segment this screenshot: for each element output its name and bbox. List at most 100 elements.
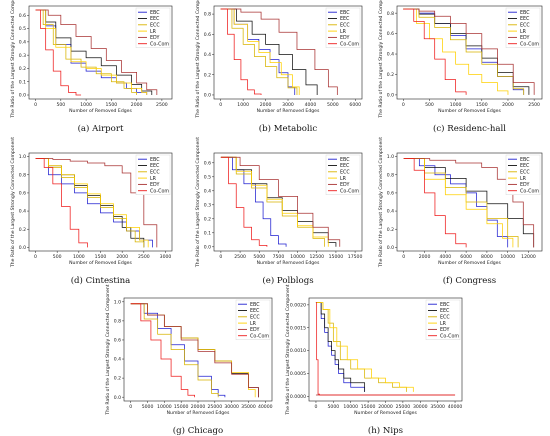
legend-label: EDY [340,182,349,188]
x-tick-label: 30000 [224,404,239,410]
x-tick-label: 35000 [430,404,445,410]
y-tick-label: 0.0 [387,93,394,99]
x-tick-label: 10000 [343,404,358,410]
legend-label: LR [440,321,447,327]
x-axis-label: Number of Removed Edges [69,260,132,266]
figure-caption: (c) Residenc-hall [433,123,506,134]
figure-caption: (a) Airport [78,123,124,134]
series-line-eec [220,8,318,95]
y-tick-label: 0.0020 [290,302,306,308]
x-tick-label: 2000 [260,102,272,108]
x-tick-label: 3000 [160,254,172,260]
y-tick-label: 0.6 [114,338,121,344]
y-tick-label: 0.2 [114,376,121,382]
series-line-edy [130,303,259,398]
x-axis-label: Number of Removed Edges [257,260,320,266]
legend-label: EBC [520,157,530,163]
x-tick-label: 2000 [116,254,128,260]
x-tick-label: 2500 [234,254,246,260]
y-tick-label: 0.1 [204,230,211,236]
series-line-co-com [403,8,467,95]
y-tick-label: 0.6 [204,160,211,166]
y-tick-label: 0.2 [204,72,211,78]
legend-label: Co-Com [340,188,359,194]
series-line-edy [220,156,341,247]
series-line-co-com [130,303,196,398]
figure-caption: (g) Chicago [173,425,223,436]
x-tick-label: 10000 [290,254,305,260]
x-tick-label: 30000 [413,404,428,410]
chart-residence: 0 500 1000 1500 2000 2500 0.0 0.2 0.4 0.6 0.8 Numbe… [378,0,543,134]
x-tick-label: 500 [425,102,434,108]
series-line-eec [35,9,153,96]
x-tick-label: 6000 [460,254,472,260]
legend-label: EDY [150,35,159,41]
y-tick-label: 0.0 [387,245,394,251]
series-line-eec [315,302,366,392]
legend-label: EDY [440,327,449,333]
x-tick-label: 1000 [450,102,462,108]
legend-label: ECC [520,23,530,29]
legend-label: Co-Com [440,333,459,339]
legend-label: EBC [520,10,530,16]
y-tick-label: 0.6 [19,13,26,19]
x-tick-label: 20000 [191,404,206,410]
y-tick-label: 0.5 [204,174,211,180]
series-line-edy [35,9,158,96]
y-tick-label: 0.4 [204,188,211,194]
x-axis-label: Number of Removed Edges [257,108,320,114]
x-tick-label: 25000 [208,404,223,410]
series-line-eec [403,158,535,248]
y-tick-label: 0.6 [19,191,26,197]
legend-label: EEC [150,163,160,169]
x-tick-label: 6000 [349,102,361,108]
y-tick-label: 0.4 [387,52,394,58]
y-axis-label: The Ratio of the Largest Strongly Connec… [10,137,16,268]
y-tick-label: 0.0010 [290,348,306,354]
legend-label: LR [340,176,347,182]
legend-label: EEC [340,163,350,169]
series-line-ecc [130,303,219,398]
y-axis-label: The Ratio of the Largest Strongly Connec… [105,284,111,415]
x-tick-label: 5000 [142,404,154,410]
legend-box [135,154,171,195]
x-tick-label: 10000 [157,404,172,410]
x-tick-label: 40000 [448,404,463,410]
legend-label: EEC [340,16,350,22]
legend-label: ECC [520,170,530,176]
x-tick-label: 0 [402,102,405,108]
legend-label: ECC [150,170,160,176]
x-tick-label: 15000 [329,254,344,260]
legend-label: EEC [250,308,260,314]
x-tick-label: 500 [56,102,65,108]
series-line-co-com [220,8,262,95]
x-tick-label: 1000 [80,102,92,108]
chart-metabolic: 0 1000 2000 3000 4000 5000 6000 0.0 0.2 0.4 0.6 0.8… [195,0,363,134]
y-tick-label: 0.8 [387,172,394,178]
y-tick-label: 0.0 [19,93,26,99]
legend-box [325,7,361,48]
legend-label: EBC [150,10,160,16]
x-tick-label: 0 [219,254,222,260]
x-tick-label: 2500 [138,254,150,260]
x-tick-label: 1000 [73,254,85,260]
series-line-co-com [220,156,268,247]
series-line-lr [220,156,329,247]
x-tick-label: 15000 [361,404,376,410]
chart-nips: 0 5000 10000 15000 20000 25000 30000 35000 40000… [285,284,463,436]
x-tick-label: 4000 [439,254,451,260]
series-line-lr [35,9,148,96]
legend-label: EBC [440,302,450,308]
x-tick-label: 3000 [282,102,294,108]
series-line-edy [403,8,535,95]
x-tick-label: 0 [34,254,37,260]
legend-label: EEC [150,16,160,22]
x-tick-label: 1500 [95,254,107,260]
legend-box [135,7,171,48]
y-tick-label: 1.0 [19,154,26,160]
series-line-lr [315,302,414,392]
figure-caption: (b) Metabolic [259,123,318,134]
legend-label: ECC [440,315,450,321]
legend-label: EDY [520,182,529,188]
legend-label: LR [340,29,347,35]
